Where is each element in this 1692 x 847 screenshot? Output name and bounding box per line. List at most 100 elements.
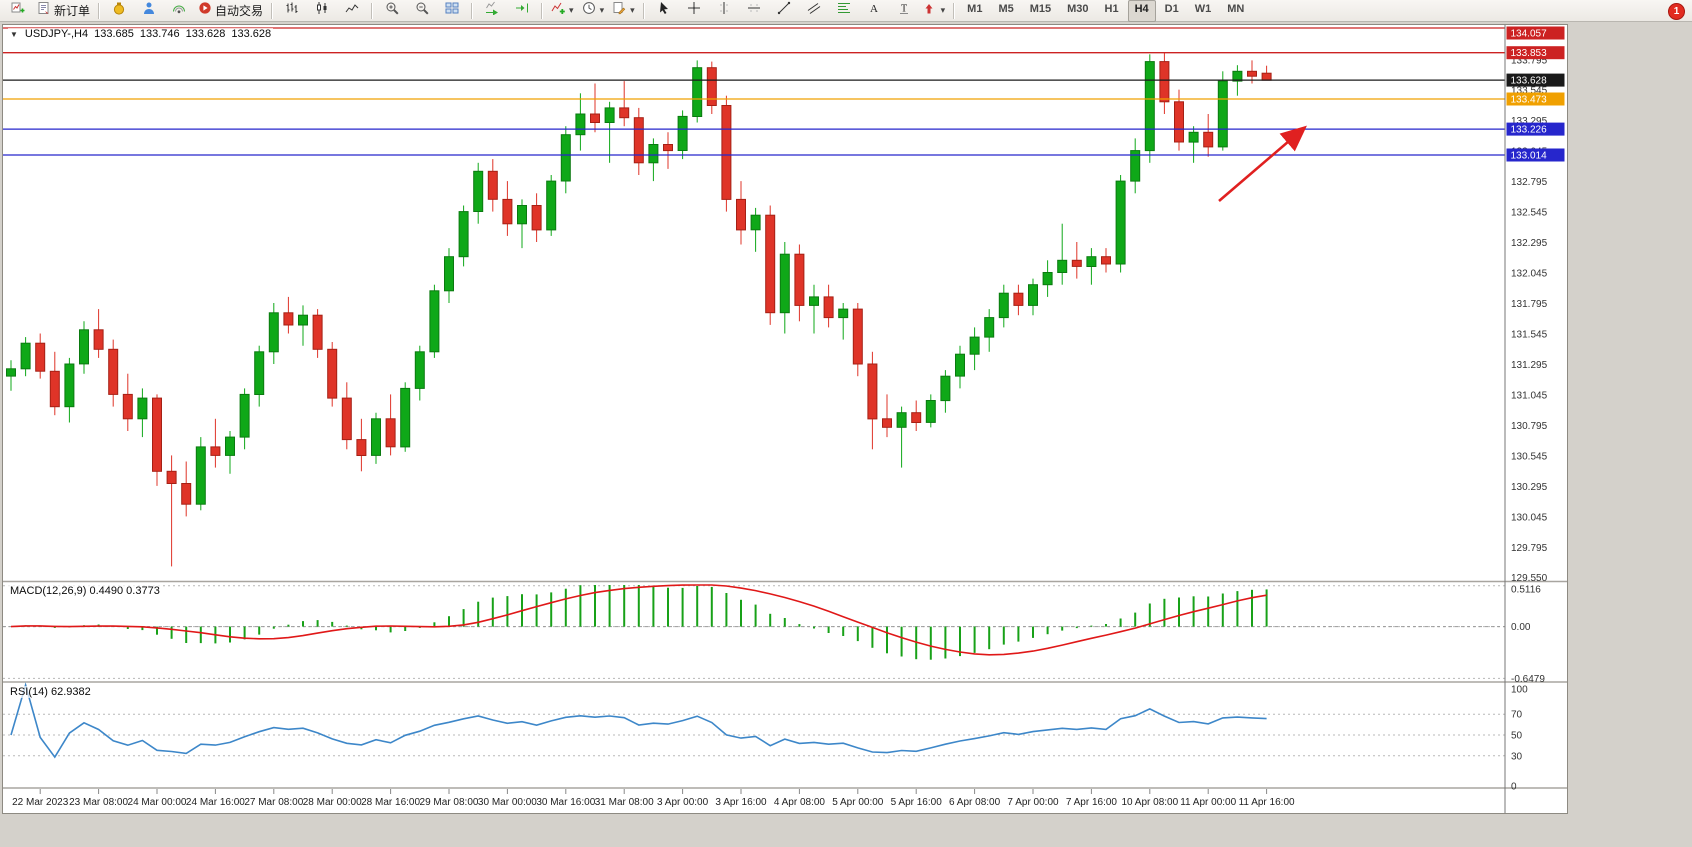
candle	[79, 321, 89, 374]
chart-svg[interactable]: 133.795133.545133.295133.045132.795132.5…	[3, 25, 1567, 813]
candle	[6, 360, 16, 391]
text-button[interactable]: A	[859, 0, 889, 22]
toolbar: 新订单 自动交易 ▾ ▾ ▾ A T ▾ M1 M5 M15 M30 H1 H4 D1 W1 MN	[0, 0, 1692, 22]
bar-chart-button[interactable]	[277, 0, 307, 22]
pane-separator[interactable]	[3, 681, 1567, 683]
svg-text:28 Mar 00:00: 28 Mar 00:00	[303, 797, 362, 808]
candle	[663, 132, 673, 169]
candle	[823, 284, 834, 328]
line-chart-button[interactable]	[337, 0, 367, 22]
price-label-134.057: 134.057	[1506, 26, 1565, 40]
candle	[1144, 54, 1155, 163]
timeframe-w1-button[interactable]: W1	[1194, 2, 1212, 15]
time-axis[interactable]: 22 Mar 2023 23 Mar 08:00 24 Mar 00:00 24 Ma…	[12, 789, 1295, 808]
timeframe-h4-button[interactable]: H4	[1127, 0, 1156, 22]
candle	[327, 342, 338, 407]
horizontal-line-button[interactable]	[739, 0, 769, 22]
order-icon	[37, 1, 51, 20]
candlestick-chart-button[interactable]	[307, 0, 337, 22]
chartshift-icon	[515, 1, 529, 20]
candle	[925, 394, 936, 428]
candle	[1071, 242, 1082, 279]
timeframe-m1-button[interactable]: M1	[967, 2, 983, 15]
candle	[604, 101, 615, 163]
candle	[312, 309, 323, 358]
tile-windows-button[interactable]	[437, 0, 467, 22]
annotation-arrow[interactable]	[1218, 125, 1307, 202]
channel-button[interactable]	[799, 0, 829, 22]
indicators-button[interactable]: ▾	[547, 0, 578, 22]
new-order-button[interactable]: 新订单	[33, 0, 94, 22]
svg-text:131.295: 131.295	[1511, 360, 1548, 371]
price-label-133.473: 133.473	[1506, 92, 1565, 106]
candle	[152, 394, 162, 486]
arrows-icon	[923, 1, 937, 20]
candle	[517, 199, 527, 249]
templates-button[interactable]: ▾	[608, 0, 639, 22]
timeframe-h1-button[interactable]: H1	[1104, 2, 1119, 15]
chart-shift-button[interactable]	[507, 0, 537, 22]
symbol-period-label: USDJPY-,H4	[24, 28, 89, 40]
periods-button[interactable]: ▾	[578, 0, 609, 22]
svg-text:6 Apr 08:00: 6 Apr 08:00	[949, 797, 1001, 808]
chart-canvas[interactable]: 133.795133.545133.295133.045132.795132.5…	[3, 25, 1567, 818]
pane-separator[interactable]	[3, 580, 1567, 583]
price-label-133.014: 133.014	[1506, 148, 1565, 162]
toolbar-separator	[471, 2, 474, 19]
candle	[779, 242, 790, 334]
crosshair-button[interactable]	[679, 0, 709, 22]
candle	[1042, 260, 1053, 297]
ohlc-low: 133.628	[185, 28, 226, 40]
autotrading-button[interactable]: 自动交易	[194, 0, 267, 22]
svg-text:133.853: 133.853	[1511, 48, 1548, 59]
candle	[794, 244, 805, 322]
chartplus-icon	[11, 1, 25, 20]
candle	[765, 205, 776, 325]
price-label-133.853: 133.853	[1506, 46, 1565, 60]
zoom-out-button[interactable]	[407, 0, 437, 22]
market-watch-button[interactable]	[104, 0, 134, 22]
zoom-in-button[interactable]	[377, 0, 407, 22]
pane-separator[interactable]	[3, 787, 1567, 789]
scroll-group	[477, 0, 537, 22]
arrows-button[interactable]: ▾	[919, 0, 950, 22]
macd-pane	[3, 584, 1505, 679]
new-chart-button[interactable]	[3, 0, 33, 22]
timeframe-m5-button[interactable]: M5	[998, 2, 1014, 15]
navigator-button[interactable]	[134, 0, 164, 22]
svg-text:29 Mar 08:00: 29 Mar 08:00	[420, 797, 479, 808]
signals-button[interactable]	[164, 0, 194, 22]
svg-text:133.295: 133.295	[1511, 116, 1548, 127]
svg-text:0.5116: 0.5116	[1511, 585, 1541, 596]
notification-badge[interactable]: 1	[1668, 3, 1685, 20]
candle	[575, 93, 586, 151]
price-axis[interactable]: 133.795133.545133.295133.045132.795132.5…	[1504, 25, 1565, 813]
candle	[677, 110, 688, 160]
candle	[633, 107, 644, 175]
timeframe-m15-button[interactable]: M15	[1029, 2, 1052, 15]
text-label-button[interactable]: T	[889, 0, 919, 22]
auto-scroll-button[interactable]	[477, 0, 507, 22]
timeframe-mn-button[interactable]: MN	[1227, 2, 1245, 15]
svg-text:132.545: 132.545	[1511, 208, 1548, 219]
fibonacci-button[interactable]	[829, 0, 859, 22]
vertical-line-button[interactable]	[709, 0, 739, 22]
template-icon	[612, 1, 626, 20]
file-group: 新订单	[3, 0, 94, 22]
candle	[225, 431, 235, 474]
svg-text:24 Mar 00:00: 24 Mar 00:00	[128, 797, 187, 808]
charttype-group	[277, 0, 367, 22]
cursor-button[interactable]	[649, 0, 679, 22]
candle	[239, 388, 250, 450]
candle	[1086, 248, 1097, 285]
svg-text:133.014: 133.014	[1511, 151, 1548, 162]
timeframe-m30-button[interactable]: M30	[1067, 2, 1089, 15]
svg-text:132.045: 132.045	[1511, 269, 1548, 280]
candle	[852, 303, 863, 377]
collapse-triangle-icon[interactable]: ▼	[10, 29, 18, 39]
timeframe-d1-button[interactable]: D1	[1164, 2, 1179, 15]
signal-icon	[172, 1, 186, 20]
candle	[955, 345, 965, 389]
svg-text:3 Apr 16:00: 3 Apr 16:00	[715, 797, 767, 808]
trendline-button[interactable]	[769, 0, 799, 22]
